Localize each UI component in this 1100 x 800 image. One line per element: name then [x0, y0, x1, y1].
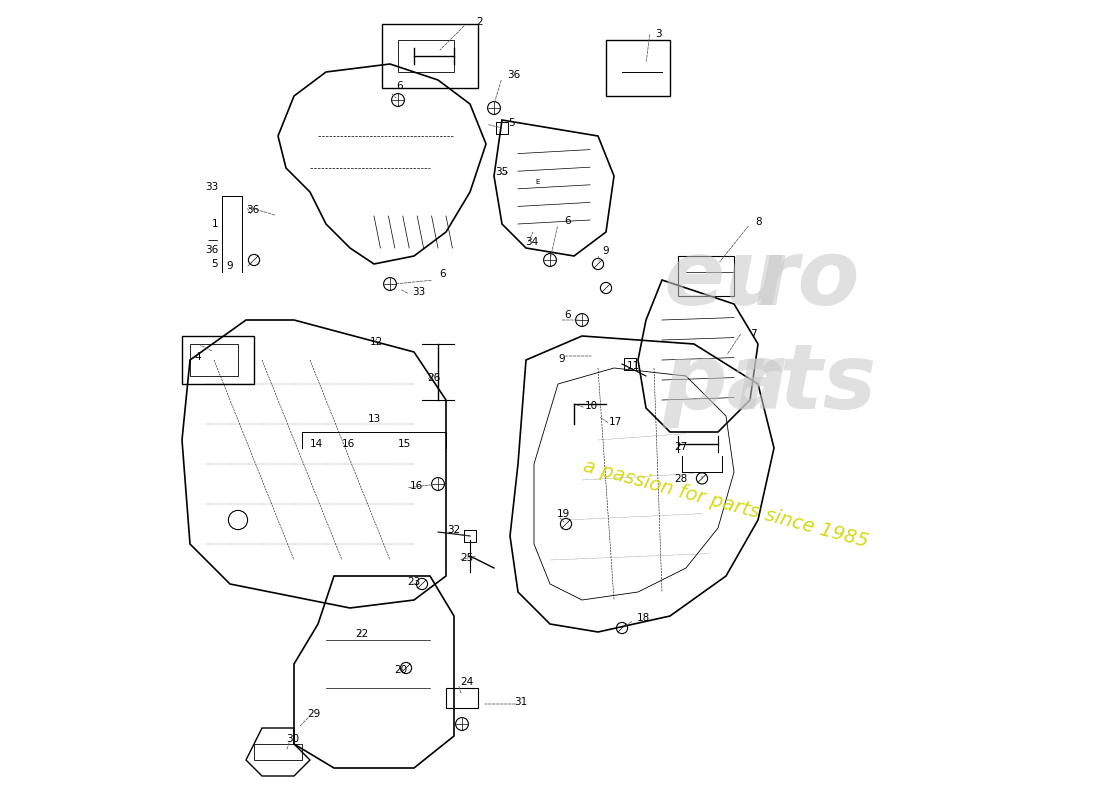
- Text: 7: 7: [750, 329, 757, 338]
- Text: rts: rts: [735, 340, 877, 428]
- Text: 36: 36: [246, 206, 260, 215]
- Text: 36: 36: [507, 70, 521, 80]
- Text: E: E: [536, 179, 540, 185]
- Text: 9: 9: [603, 246, 609, 256]
- Text: 4: 4: [194, 352, 200, 362]
- Text: 32: 32: [447, 526, 460, 535]
- Text: 24: 24: [461, 678, 474, 687]
- Text: 10: 10: [584, 402, 597, 411]
- Text: 33: 33: [412, 287, 426, 297]
- Bar: [382, 24, 478, 88]
- Text: pa: pa: [663, 340, 789, 428]
- Text: 6: 6: [440, 270, 447, 279]
- Text: 28: 28: [674, 474, 688, 484]
- Text: 15: 15: [398, 439, 411, 449]
- Text: 5: 5: [508, 118, 515, 128]
- Text: 13: 13: [367, 414, 381, 424]
- Text: 27: 27: [674, 442, 688, 452]
- Text: 14: 14: [310, 439, 323, 449]
- Text: 12: 12: [370, 337, 383, 346]
- Bar: [398, 40, 454, 72]
- Text: 6: 6: [564, 216, 571, 226]
- Text: 36: 36: [205, 246, 218, 255]
- Text: 20: 20: [394, 665, 407, 674]
- Text: 25: 25: [461, 553, 474, 562]
- Bar: [190, 344, 238, 376]
- Text: 30: 30: [286, 734, 299, 744]
- Text: 11: 11: [627, 361, 640, 370]
- Text: 35: 35: [496, 167, 509, 177]
- Text: 16: 16: [410, 481, 424, 490]
- Text: 19: 19: [558, 509, 571, 518]
- Text: 18: 18: [637, 613, 650, 622]
- Text: 34: 34: [525, 237, 539, 246]
- Text: 26: 26: [427, 373, 440, 382]
- Text: 33: 33: [205, 182, 218, 192]
- Text: 22: 22: [355, 630, 368, 639]
- Bar: [446, 688, 478, 708]
- Text: 23: 23: [408, 577, 421, 586]
- Text: 9: 9: [226, 262, 232, 271]
- Text: 1: 1: [211, 219, 218, 229]
- Text: 29: 29: [307, 710, 320, 719]
- Bar: [678, 256, 734, 296]
- Text: 17: 17: [609, 418, 623, 427]
- Text: 8: 8: [756, 217, 762, 226]
- Text: 9: 9: [559, 354, 565, 364]
- Text: 5: 5: [211, 259, 218, 269]
- Text: ro: ro: [752, 236, 859, 324]
- Text: —: —: [208, 235, 218, 245]
- Text: 31: 31: [514, 698, 527, 707]
- Bar: [606, 40, 670, 96]
- Text: a passion for parts since 1985: a passion for parts since 1985: [581, 457, 871, 551]
- Text: 3: 3: [656, 29, 662, 38]
- Text: 6: 6: [396, 82, 403, 91]
- Text: 6: 6: [564, 310, 571, 320]
- Bar: [182, 336, 254, 384]
- Text: eu: eu: [663, 236, 789, 324]
- Text: 16: 16: [342, 439, 355, 449]
- Text: 2: 2: [476, 18, 483, 27]
